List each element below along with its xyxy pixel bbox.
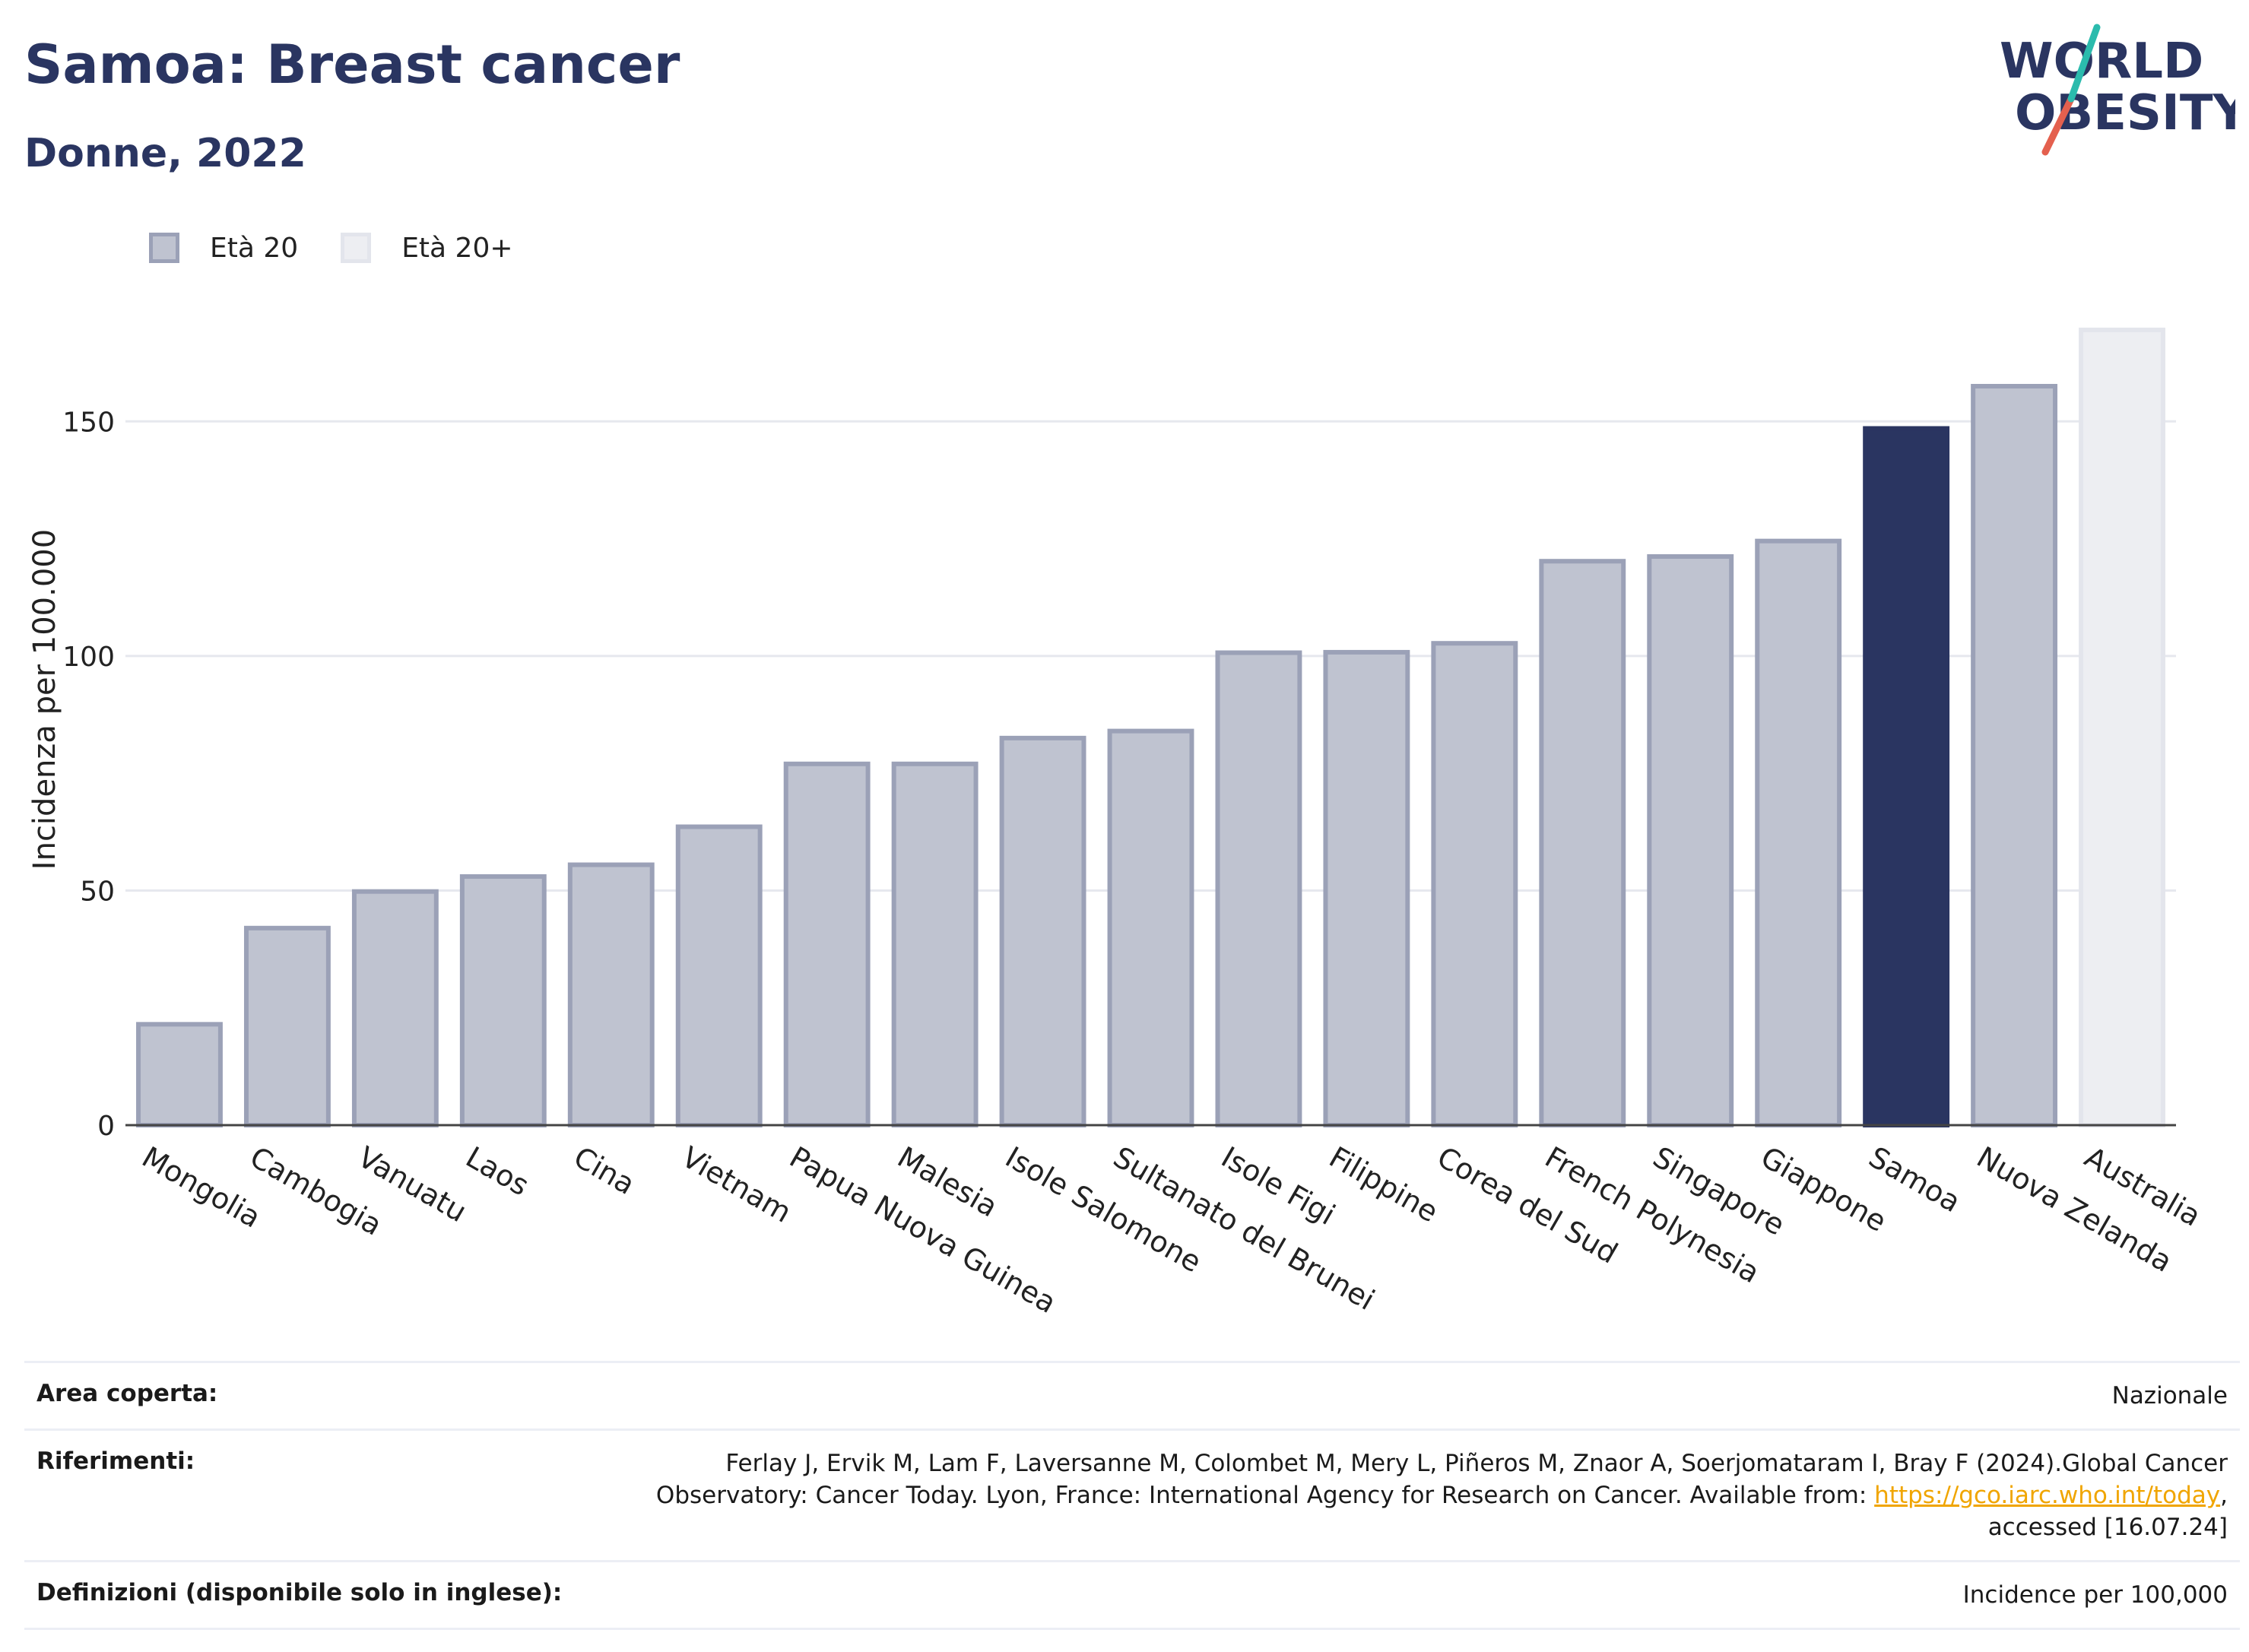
- references-line3: accessed [16.07.24]: [1987, 1514, 2228, 1541]
- bar-giappone: [1755, 538, 1842, 1127]
- info-row-area: Area coperta: Nazionale: [24, 1361, 2240, 1428]
- logo-line1: WORLD: [2000, 33, 2203, 90]
- bar-cambogia: [243, 925, 331, 1128]
- references-value: Ferlay J, Ervik M, Lam F, Laversanne M, …: [656, 1447, 2228, 1543]
- area-label: Area coperta:: [36, 1380, 218, 1407]
- bar-corea-del-sud: [1431, 641, 1518, 1127]
- bar-mongolia: [136, 1022, 223, 1128]
- legend-swatch-eta20plus: [341, 233, 372, 263]
- y-tick-label: 150: [62, 407, 115, 438]
- bar-isole-figi: [1215, 650, 1302, 1127]
- x-tick-label: Filippine: [1324, 1140, 1444, 1229]
- references-line2-prefix: Observatory: Cancer Today. Lyon, France:…: [655, 1482, 1875, 1509]
- legend-swatch-eta20: [149, 233, 179, 263]
- info-row-references: Riferimenti: Ferlay J, Ervik M, Lam F, L…: [24, 1428, 2240, 1560]
- bar-sultanato-del-brunei: [1107, 728, 1194, 1127]
- y-tick-label: 100: [62, 642, 115, 673]
- bar-filippine: [1323, 649, 1410, 1127]
- legend-label-eta20plus: Età 20+: [401, 232, 513, 264]
- references-line1: Ferlay J, Ervik M, Lam F, Laversanne M, …: [725, 1450, 2228, 1477]
- bar-cina: [567, 862, 655, 1127]
- bar-vanuatu: [351, 889, 439, 1127]
- bar-nuova-zelanda: [1971, 384, 2058, 1127]
- x-tick-label: Isole Salomone: [1000, 1140, 1207, 1279]
- bar-singapore: [1647, 554, 1734, 1127]
- bar-australia: [2079, 327, 2165, 1127]
- info-table: Area coperta: Nazionale Riferimenti: Fer…: [24, 1361, 2240, 1630]
- bar-samoa: [1863, 426, 1950, 1127]
- chart-legend: Età 20 Età 20+: [149, 225, 556, 271]
- x-tick-label: Corea del Sud: [1432, 1140, 1623, 1270]
- x-tick-label: Cina: [568, 1140, 640, 1201]
- definitions-value: Incidence per 100,000: [1962, 1581, 2228, 1609]
- y-tick-label: 50: [80, 876, 115, 907]
- y-tick-label: 0: [97, 1111, 115, 1142]
- world-obesity-logo: WORLD OBESITY: [2000, 24, 2235, 156]
- bar-vietnam: [675, 824, 763, 1128]
- bar-isole-salomone: [999, 735, 1086, 1127]
- bar-papua-nuova-guinea: [783, 761, 871, 1127]
- bar-malesia: [891, 761, 979, 1127]
- bar-french-polynesia: [1539, 559, 1626, 1127]
- references-line2-suffix: ,: [2220, 1482, 2228, 1509]
- info-row-definitions: Definizioni (disponibile solo in inglese…: [24, 1560, 2240, 1630]
- x-tick-label: Nuova Zelanda: [1971, 1140, 2178, 1279]
- x-tick-label: Vietnam: [676, 1140, 797, 1229]
- legend-label-eta20: Età 20: [210, 232, 299, 264]
- definitions-label: Definizioni (disponibile solo in inglese…: [36, 1579, 563, 1606]
- chart-subtitle: Donne, 2022: [24, 131, 306, 176]
- references-label: Riferimenti:: [36, 1447, 195, 1475]
- legend-item-eta20[interactable]: Età 20: [149, 233, 298, 264]
- chart-title: Samoa: Breast cancer: [24, 33, 680, 96]
- bar-laos: [459, 874, 547, 1128]
- y-axis-title: Incidenza per 100.000: [27, 529, 62, 870]
- legend-item-eta20plus[interactable]: Età 20+: [341, 232, 513, 264]
- area-value: Nazionale: [2111, 1382, 2228, 1409]
- x-tick-label: Mongolia: [136, 1140, 266, 1235]
- x-tick-label: Laos: [460, 1140, 534, 1203]
- references-link[interactable]: https://gco.iarc.who.int/today: [1874, 1482, 2221, 1509]
